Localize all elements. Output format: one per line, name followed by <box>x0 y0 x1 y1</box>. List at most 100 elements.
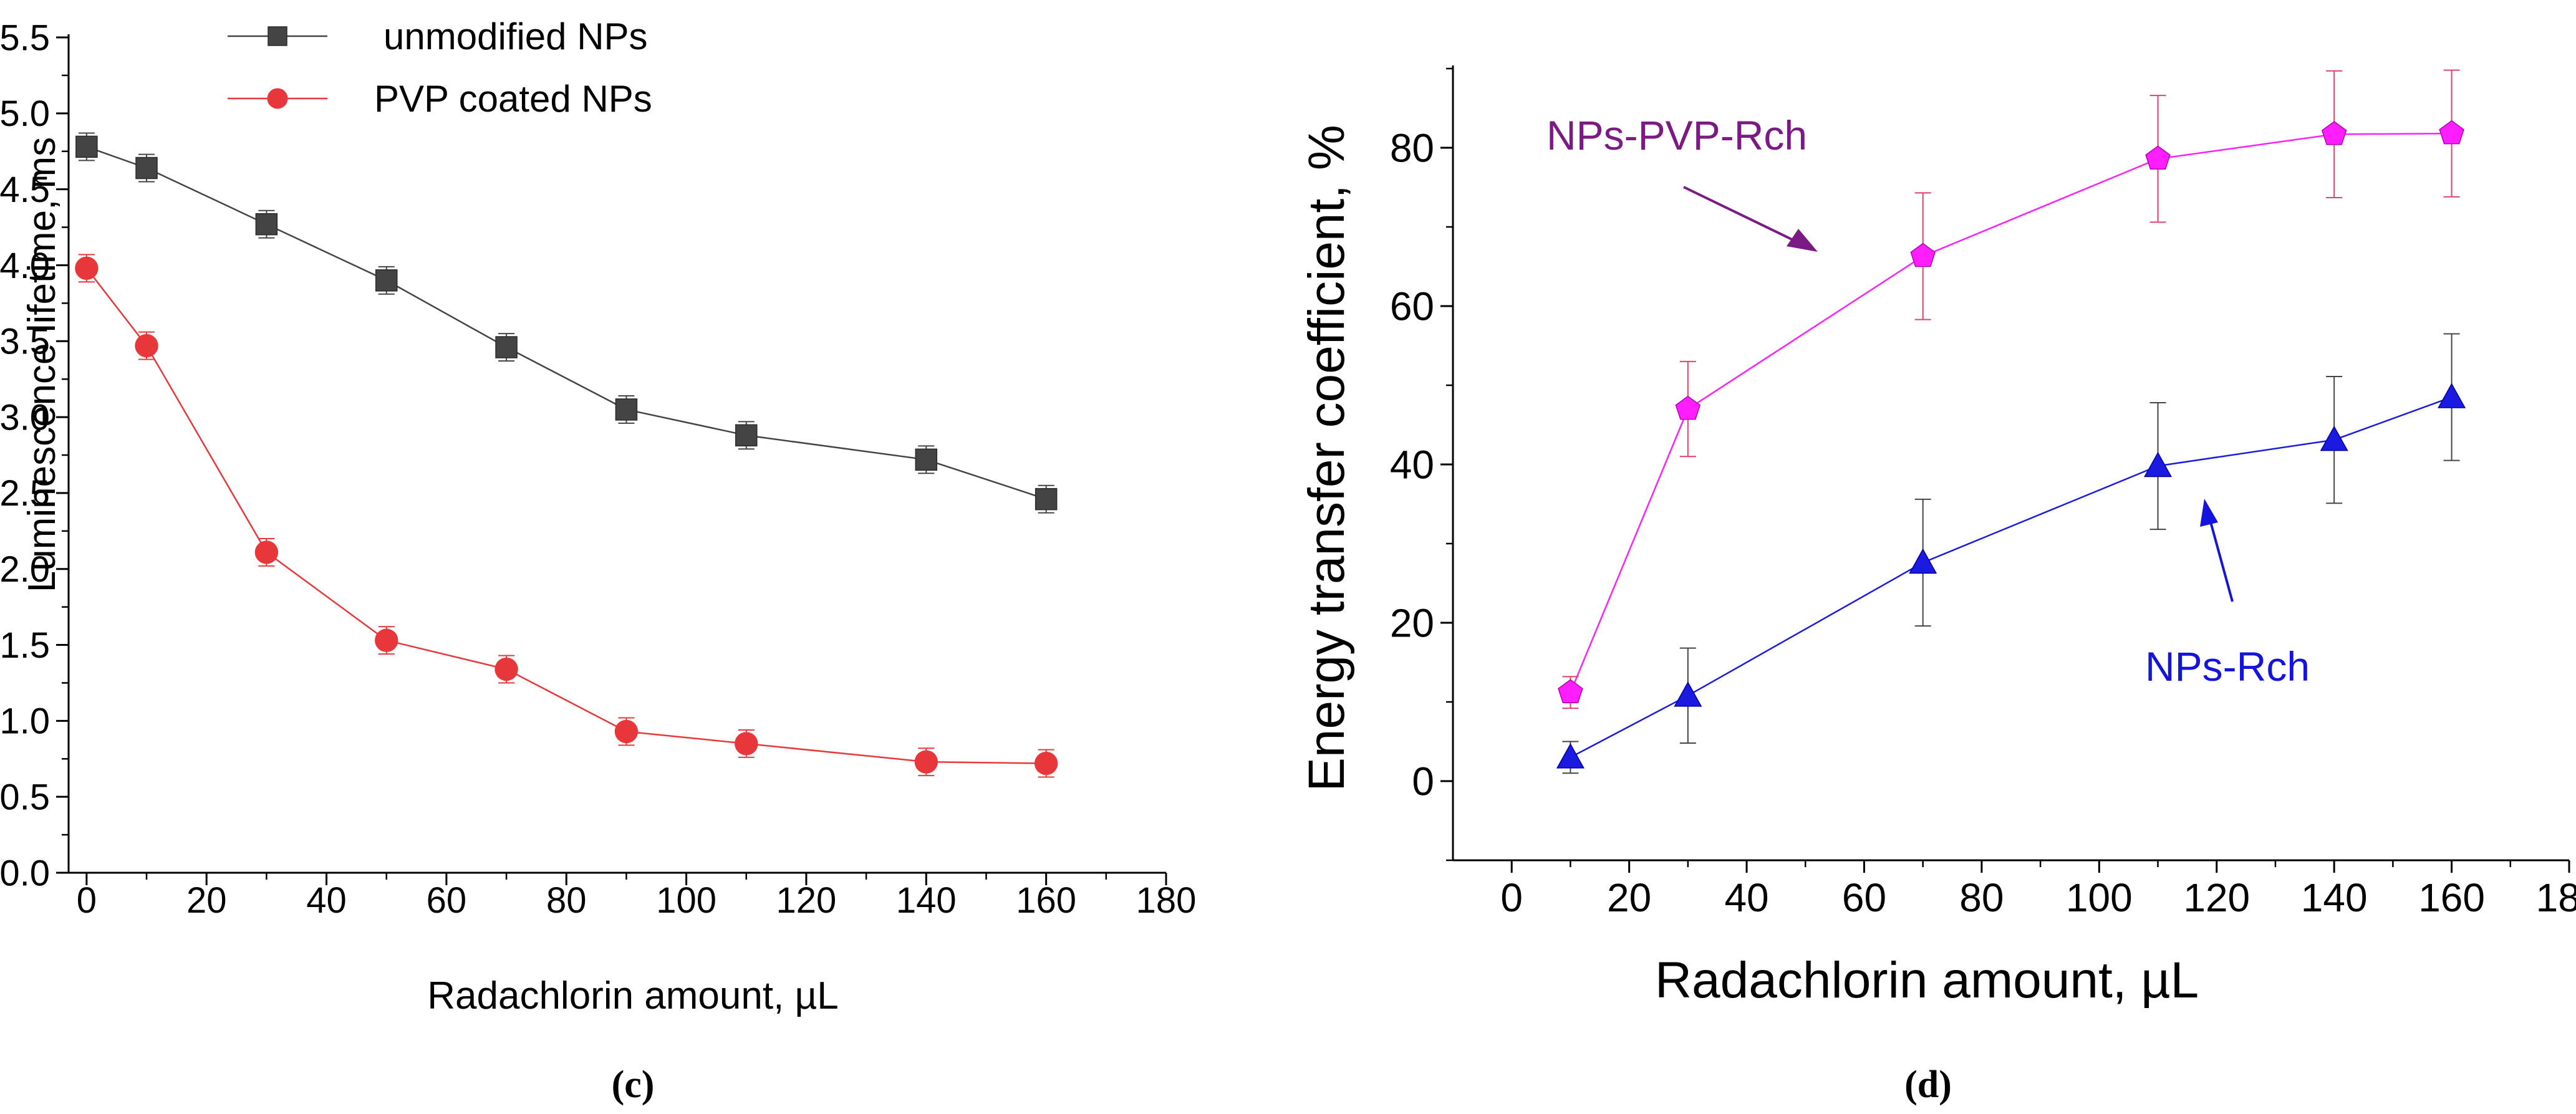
panel-c-axes: 0 20 40 60 80 100 120 140 160 180 0.0 0.5 1.0 1.5 2.0 2… <box>0 17 1196 921</box>
panel-d-x-tick-label: 120 <box>2183 875 2250 920</box>
panel-c-data-point-unmodified-nps <box>615 398 638 421</box>
panel-d-x-tick-label: 40 <box>1724 875 1768 920</box>
annotation-label-nps-rch: NPs-Rch <box>2145 643 2310 689</box>
panel-d-data-point-nps-rch <box>1909 548 1937 574</box>
panel-c-y-tick-label: 3.5 <box>0 322 50 362</box>
panel-c-data-point-pvp-coated-nps <box>914 750 938 774</box>
panel-c-data-point-unmodified-nps <box>915 448 938 471</box>
panel-d-x-tick-label: 60 <box>1842 875 1886 920</box>
panel-c-y-tick-label: 2.0 <box>0 549 50 590</box>
legend-label-pvp-coated-nps: PVP coated NPs <box>374 78 652 120</box>
panel-d-y-tick-label: 20 <box>1390 600 1434 645</box>
panel-c-y-tick-label: 1.0 <box>0 701 50 742</box>
panel-c-x-tick-label: 100 <box>656 880 716 921</box>
panel-c-legend: unmodified NPs PVP coated NPs <box>228 16 652 120</box>
panel-d-data-point-nps-rch <box>1674 681 1702 707</box>
panel-c-data-point-pvp-coated-nps <box>375 628 398 652</box>
panel-c: 0 20 40 60 80 100 120 140 160 180 0.0 0.5 1.0 1.5 2.0 2… <box>0 16 1196 1106</box>
annotation-arrow-shaft-nps-rch <box>2208 517 2234 602</box>
panel-c-x-tick-label: 60 <box>427 880 467 921</box>
panel-d-data-point-nps-rch <box>2320 425 2348 451</box>
panel-d-x-tick-label: 160 <box>2418 875 2485 920</box>
panel-c-y-tick-label: 2.5 <box>0 473 50 514</box>
panel-c-data-point-unmodified-nps <box>495 336 518 358</box>
annotation-arrow-shaft-nps-pvp-rch <box>1683 186 1803 246</box>
panel-c-label: (c) <box>612 1064 655 1106</box>
panel-d-data-point-nps-pvp-rch <box>1675 395 1701 420</box>
panel-c-y-tick-label: 4.0 <box>0 246 50 286</box>
panel-c-data-point-unmodified-nps <box>375 269 398 292</box>
panel-d-y-tick-label: 40 <box>1390 442 1434 487</box>
panel-d-data-point-nps-pvp-rch <box>1910 242 1936 267</box>
panel-c-data-point-pvp-coated-nps <box>614 719 639 744</box>
panel-d-x-tick-label: 0 <box>1500 875 1523 920</box>
panel-c-ylabel: Luminescence lifetime, ms <box>21 137 64 593</box>
annotation-arrowhead-nps-pvp-rch <box>1787 229 1818 252</box>
panel-d-ylabel: Energy transfer coefficient, % <box>1298 125 1355 792</box>
panel-c-data-point-pvp-coated-nps <box>135 334 158 358</box>
panel-c-plot-area <box>75 132 1058 778</box>
panel-c-x-tick-label: 140 <box>896 880 957 921</box>
panel-d-data-point-nps-rch <box>2144 451 2173 478</box>
panel-d-series-line-nps-rch <box>1570 396 2453 759</box>
panel-d-series-line-nps-pvp-rch <box>1570 132 2452 693</box>
panel-d-data-point-nps-pvp-rch <box>1558 679 1583 704</box>
panel-c-series-line-pvp-coated-nps <box>85 267 1046 764</box>
panel-d-series-nps-rch <box>1556 333 2466 774</box>
panel-c-x-tick-label: 180 <box>1136 880 1197 921</box>
panel-c-data-point-unmodified-nps <box>735 424 758 447</box>
panel-c-series-line-unmodified-nps <box>86 146 1047 500</box>
panel-c-data-point-pvp-coated-nps <box>735 732 758 756</box>
panel-d-x-tick-label: 140 <box>2301 875 2368 920</box>
panel-d-x-tick-label: 100 <box>2066 875 2133 920</box>
panel-c-x-tick-label: 120 <box>776 880 837 921</box>
legend-marker-unmodified-nps <box>268 26 287 46</box>
panel-d-data-point-nps-pvp-rch <box>2439 120 2464 145</box>
panel-d-y-tick-label: 60 <box>1390 284 1434 329</box>
annotation-label-nps-pvp-rch: NPs-PVP-Rch <box>1546 112 1807 158</box>
panel-c-data-point-pvp-coated-nps <box>494 657 518 681</box>
panel-d-x-tick-label: 180 <box>2536 875 2576 920</box>
panel-c-xlabel: Radachlorin amount, µL <box>427 974 839 1017</box>
panel-c-data-point-pvp-coated-nps <box>254 540 279 564</box>
panel-d-x-tick-label: 20 <box>1607 875 1651 920</box>
legend-label-unmodified-nps: unmodified NPs <box>384 16 648 57</box>
panel-c-data-point-unmodified-nps <box>135 156 158 180</box>
panel-c-y-tick-label: 1.5 <box>0 625 50 666</box>
panel-c-series-pvp-coated-nps <box>75 254 1058 778</box>
panel-d-y-tick-label: 80 <box>1390 125 1434 170</box>
panel-c-data-point-unmodified-nps <box>1035 487 1058 511</box>
panel-c-y-tick-label: 0.0 <box>0 853 50 893</box>
panel-c-x-tick-label: 80 <box>546 880 587 921</box>
panel-c-y-tick-label: 4.5 <box>0 170 50 210</box>
panel-d-x-tick-label: 80 <box>1959 875 2004 920</box>
panel-c-x-tick-label: 160 <box>1016 880 1076 921</box>
panel-d-data-point-nps-rch <box>2438 383 2466 408</box>
panel-c-data-point-unmodified-nps <box>75 135 98 158</box>
panel-d-axes: 0 20 40 60 80 100 120 140 160 180 0 20 40 60 80 <box>1390 65 2576 920</box>
panel-d-data-point-nps-pvp-rch <box>2321 121 2347 145</box>
legend-marker-pvp-coated-nps <box>267 88 288 109</box>
panel-d-data-point-nps-pvp-rch <box>2145 145 2171 170</box>
panel-c-data-point-pvp-coated-nps <box>75 256 99 281</box>
panel-c-y-tick-label: 3.0 <box>0 397 50 438</box>
panel-d-data-point-nps-rch <box>1556 743 1585 769</box>
panel-d-label: (d) <box>1904 1064 1952 1106</box>
panel-d: 0 20 40 60 80 100 120 140 160 180 0 20 40 60 80 Energy… <box>1298 65 2576 1106</box>
panel-d-xlabel: Radachlorin amount, µL <box>1655 952 2199 1009</box>
panel-c-x-tick-label: 0 <box>77 880 97 921</box>
panel-c-data-point-unmodified-nps <box>255 213 278 236</box>
panel-d-annotations: NPs-PVP-Rch NPs-Rch <box>1546 112 2310 689</box>
panel-d-series-nps-pvp-rch <box>1558 69 2464 709</box>
panel-c-y-tick-label: 0.5 <box>0 777 50 817</box>
panel-c-y-tick-label: 5.5 <box>0 17 50 58</box>
panel-c-data-point-pvp-coated-nps <box>1034 751 1058 775</box>
panel-d-plot-area <box>1556 69 2466 774</box>
panel-c-x-tick-label: 20 <box>186 880 227 921</box>
annotation-arrowhead-nps-rch <box>2200 499 2218 527</box>
panel-c-series-unmodified-nps <box>75 132 1058 514</box>
panel-c-y-tick-label: 5.0 <box>0 94 50 134</box>
panel-c-x-tick-label: 40 <box>306 880 347 921</box>
panel-d-y-tick-label: 0 <box>1412 759 1434 804</box>
